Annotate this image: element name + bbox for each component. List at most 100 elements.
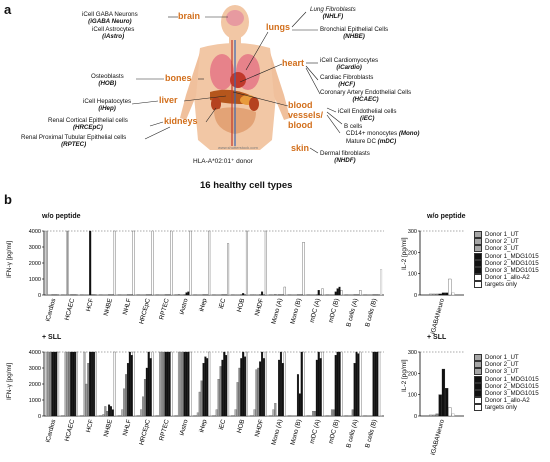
bar bbox=[321, 351, 324, 417]
bar bbox=[429, 414, 433, 417]
x-tick-label: iHep bbox=[198, 418, 208, 433]
legend-label: Donor 1_MDG1015 bbox=[485, 252, 539, 260]
y-tick-label: 300 bbox=[408, 229, 417, 235]
cell-label-hcf: Cardiac Fibroblasts (HCF) bbox=[320, 74, 374, 89]
bar bbox=[85, 383, 88, 417]
legend-top: Donor 1_UT Donor 2_UT Donor 3_UT Donor 1_MD… bbox=[474, 231, 539, 289]
cell-label-ihep: iCell Hepatocytes (iHep) bbox=[83, 98, 132, 113]
x-tick-label: iGABANeuro bbox=[430, 297, 446, 335]
bar bbox=[317, 290, 320, 296]
bar bbox=[372, 351, 375, 417]
bar bbox=[168, 351, 171, 417]
bar bbox=[330, 409, 333, 417]
x-tick-label: iAstro bbox=[179, 418, 190, 436]
x-tick-label: iEC bbox=[218, 297, 228, 309]
bar bbox=[445, 292, 449, 296]
bar bbox=[432, 293, 436, 296]
bar bbox=[238, 367, 241, 417]
bar bbox=[125, 374, 128, 417]
y-tick-label: 200 bbox=[408, 250, 417, 256]
y-tick-label: 2000 bbox=[29, 261, 41, 267]
bar bbox=[317, 351, 320, 417]
x-tick-label: mDC (A) bbox=[309, 298, 322, 324]
bar bbox=[225, 355, 228, 417]
bar bbox=[215, 409, 218, 417]
cell-label-mdc: Mature DC (mDC) bbox=[346, 138, 397, 145]
bar bbox=[278, 359, 281, 417]
bar bbox=[91, 351, 94, 417]
legend-swatch bbox=[474, 267, 482, 275]
legend-item: Donor 3_MDG1015 bbox=[474, 267, 539, 275]
bar bbox=[128, 351, 131, 417]
bar bbox=[302, 242, 305, 296]
bar bbox=[75, 351, 78, 417]
y-tick-label: 3000 bbox=[29, 245, 41, 251]
x-tick-label: NHDF bbox=[254, 419, 265, 438]
y-tick-label: 4000 bbox=[29, 350, 41, 356]
legend-swatch bbox=[474, 382, 482, 390]
x-tick-label: Mono (B) bbox=[289, 419, 303, 446]
bar bbox=[89, 351, 92, 417]
bar bbox=[217, 379, 220, 417]
bar bbox=[274, 294, 277, 296]
cell-label-nhdf: Dermal fibroblasts (NHDF) bbox=[320, 150, 370, 165]
organ-brain: brain bbox=[178, 11, 201, 21]
y-tick-label: 2000 bbox=[29, 382, 41, 388]
bar bbox=[164, 351, 167, 417]
cell-label-icardio: iCell Cardiomyocytes (iCardio) bbox=[320, 57, 379, 72]
bar bbox=[336, 351, 339, 417]
organ-lungs: lungs bbox=[266, 22, 290, 32]
bar bbox=[334, 355, 337, 417]
bar bbox=[261, 351, 264, 417]
y-tick-label: 0 bbox=[414, 293, 417, 299]
legend-swatch bbox=[474, 368, 482, 376]
bar bbox=[106, 411, 109, 417]
bar bbox=[102, 414, 105, 417]
bar bbox=[170, 230, 173, 296]
x-tick-label: Mono (B) bbox=[289, 298, 303, 325]
legend-item: Donor 1_allo-A2 bbox=[474, 274, 539, 282]
y-tick-label: 300 bbox=[408, 350, 417, 356]
cell-label-hob: Osteoblasts (HOB) bbox=[91, 73, 124, 88]
organ-blood: blood vessels/ blood bbox=[288, 100, 324, 130]
legend-label: Donor 3_UT bbox=[485, 245, 519, 253]
bar bbox=[177, 351, 180, 417]
bar bbox=[296, 374, 299, 417]
bottom-chart-title: + SLL bbox=[42, 334, 62, 341]
legend-item: Donor 1_UT bbox=[474, 231, 539, 239]
x-tick-label: RPTEC bbox=[158, 418, 170, 441]
bar bbox=[340, 351, 343, 417]
bar bbox=[264, 230, 267, 296]
bar bbox=[279, 351, 282, 417]
x-tick-label: RPTEC bbox=[158, 297, 170, 320]
bar bbox=[451, 292, 455, 296]
subtitle: 16 healthy cell types bbox=[200, 180, 293, 191]
bar bbox=[187, 291, 190, 296]
legend-swatch bbox=[474, 375, 482, 383]
bar bbox=[264, 351, 267, 417]
x-tick-label: HOB bbox=[236, 298, 246, 313]
legend-swatch bbox=[474, 259, 482, 267]
bar bbox=[338, 351, 341, 417]
legend-item: Donor 2_UT bbox=[474, 361, 539, 369]
bar bbox=[132, 230, 135, 296]
bar bbox=[274, 403, 277, 417]
cell-label-nhbe: Bronchial Epithelial Cells (NHBE) bbox=[320, 26, 389, 41]
bar bbox=[66, 230, 69, 296]
x-tick-label: NHLF bbox=[122, 298, 133, 316]
x-tick-label: B cells (B) bbox=[364, 298, 378, 328]
bar bbox=[149, 358, 152, 417]
legend-item: Donor 3_UT bbox=[474, 245, 539, 253]
legend-swatch bbox=[474, 252, 482, 260]
legend-label: Donor 1_MDG1015 bbox=[485, 375, 539, 383]
organ-heart: heart bbox=[282, 58, 305, 68]
watermark: www.shutterstock.com bbox=[218, 145, 258, 150]
legend-label: Donor 2_MDG1015 bbox=[485, 259, 539, 267]
bar bbox=[130, 355, 133, 417]
x-tick-label: B cells (B) bbox=[364, 419, 378, 449]
bar bbox=[145, 367, 148, 417]
x-tick-label: HCAEC bbox=[64, 418, 77, 442]
x-tick-label: mDC (B) bbox=[328, 298, 341, 324]
cell-label-nhlf: Lung Fibroblasts (NHLF) bbox=[310, 6, 356, 21]
